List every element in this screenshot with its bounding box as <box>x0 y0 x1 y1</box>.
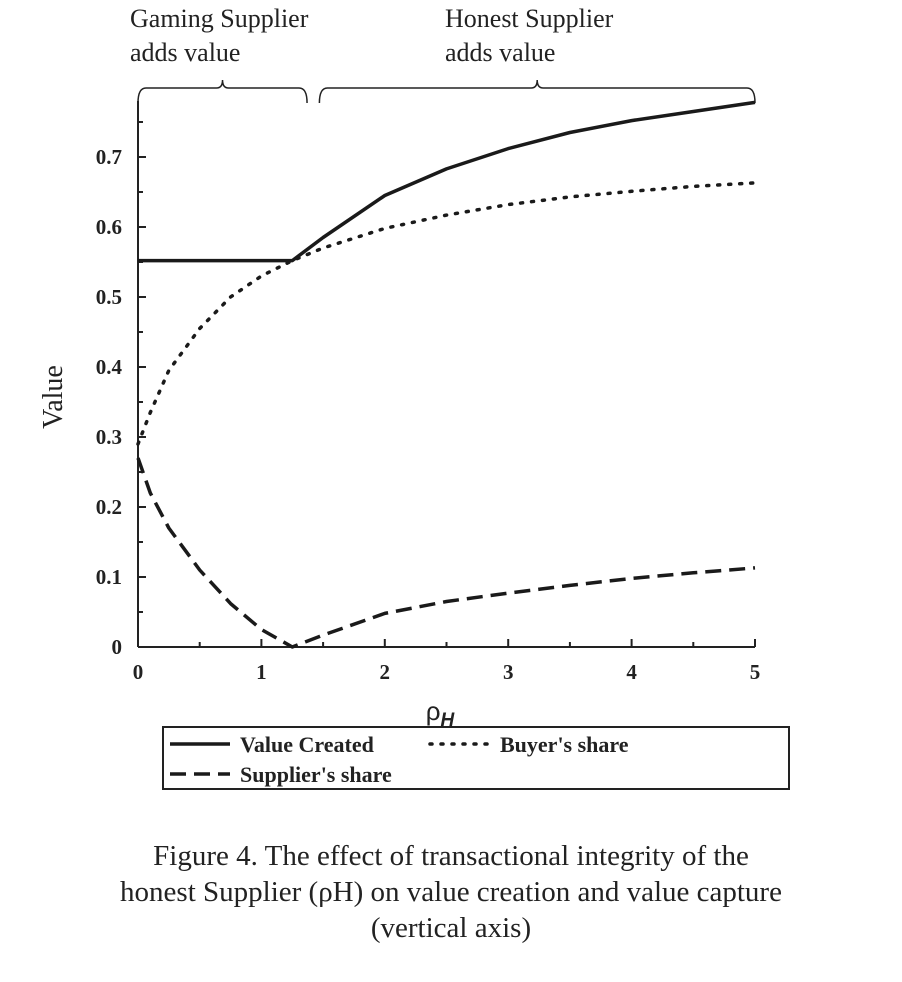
x-axis-label: ρH <box>426 696 456 731</box>
x-tick-label: 3 <box>503 660 514 684</box>
legend-label: Buyer's share <box>500 732 629 757</box>
legend-label: Value Created <box>240 732 374 757</box>
y-tick-label: 0.4 <box>96 355 123 379</box>
series-line-value-created <box>138 100 756 263</box>
region-label: Honest Supplier <box>445 4 614 33</box>
y-tick-label: 0.6 <box>96 215 122 239</box>
series-line-supplier-s-share <box>136 457 756 649</box>
x-tick-label: 1 <box>256 660 267 684</box>
legend-box <box>162 726 790 790</box>
region-brace <box>137 79 308 104</box>
caption-line-1: Figure 4. The effect of transactional in… <box>153 840 749 872</box>
series-line-buyer-s-share <box>136 181 757 446</box>
y-tick-label: 0.2 <box>96 495 122 519</box>
y-tick-label: 0.1 <box>96 565 122 589</box>
y-tick-label: 0 <box>112 635 123 659</box>
x-tick-label: 2 <box>380 660 391 684</box>
legend-label: Supplier's share <box>240 762 392 787</box>
y-tick-label: 0.3 <box>96 425 122 449</box>
region-label: adds value <box>445 38 555 67</box>
x-tick-label: 0 <box>133 660 144 684</box>
y-tick-label: 0.7 <box>96 145 122 169</box>
region-label: Gaming Supplier <box>130 4 309 33</box>
y-tick-label: 0.5 <box>96 285 122 309</box>
x-tick-label: 4 <box>626 660 637 684</box>
region-brace <box>318 79 756 104</box>
x-tick-label: 5 <box>750 660 761 684</box>
line-chart: 0 1 2 3 4 5 0 0.1 0.2 0.3 0.4 0.5 0.6 0.7 Value ρH Gamin… <box>38 4 790 790</box>
y-axis-label: Value <box>38 365 69 429</box>
caption-line-3: (vertical axis) <box>370 912 532 944</box>
region-label: adds value <box>130 38 240 67</box>
caption-line-2: honest Supplier (ρH) on value creation a… <box>120 876 782 908</box>
